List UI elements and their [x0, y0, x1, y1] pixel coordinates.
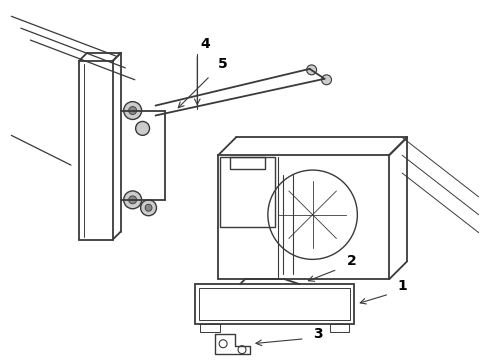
Circle shape [145, 204, 152, 211]
Bar [218, 155, 389, 279]
Text: 1: 1 [397, 279, 407, 293]
Bar [200, 324, 220, 332]
Circle shape [123, 191, 142, 209]
Circle shape [141, 200, 156, 216]
Circle shape [321, 75, 332, 85]
Circle shape [307, 65, 317, 75]
Bar [196, 284, 354, 324]
Text: 5: 5 [218, 57, 228, 71]
Circle shape [123, 102, 142, 120]
Text: 2: 2 [346, 255, 356, 268]
Bar [79, 61, 113, 239]
Circle shape [129, 107, 137, 114]
Bar [220, 157, 275, 227]
Text: 4: 4 [200, 37, 210, 51]
Circle shape [129, 196, 137, 204]
Text: 3: 3 [313, 327, 322, 341]
Bar [199, 288, 350, 320]
Circle shape [136, 121, 149, 135]
Bar [230, 157, 265, 169]
Bar [329, 324, 349, 332]
